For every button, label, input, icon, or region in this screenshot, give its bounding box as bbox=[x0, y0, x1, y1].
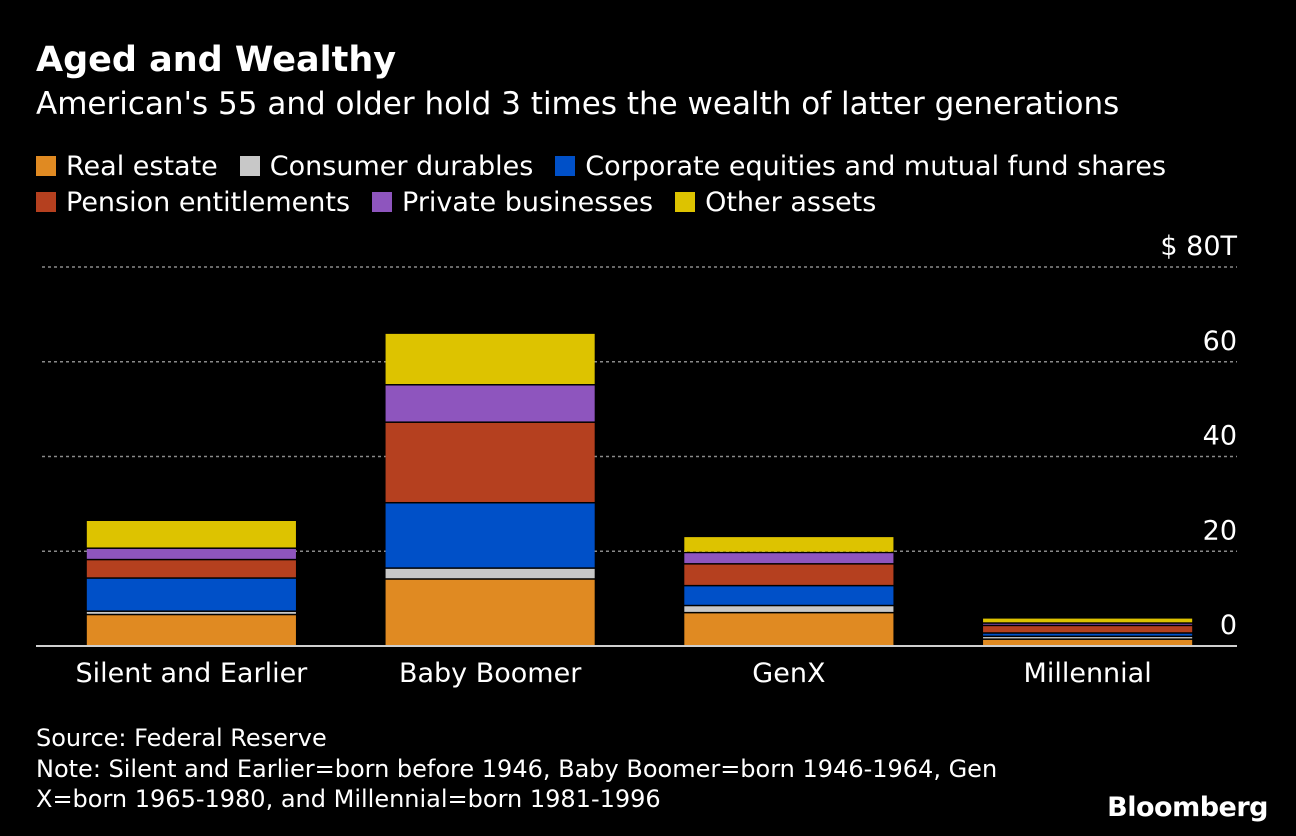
bar-silent-and-earlier-consumer-durables bbox=[86, 611, 296, 614]
legend-label-private-businesses: Private businesses bbox=[402, 186, 654, 218]
legend-label-real-estate: Real estate bbox=[66, 150, 218, 182]
y-tick-label-20: 20 bbox=[1203, 515, 1237, 546]
legend-item-pension-entitlements: Pension entitlements bbox=[36, 187, 350, 218]
bar-silent-and-earlier-pension-entitlements bbox=[86, 560, 296, 578]
legend-swatch-private-businesses bbox=[372, 192, 393, 212]
y-tick-label-40: 40 bbox=[1203, 421, 1237, 452]
legend-label-pension-entitlements: Pension entitlements bbox=[66, 186, 351, 218]
legend-item-real-estate: Real estate bbox=[36, 151, 218, 182]
bar-millennial-corporate-equities-and-mutual-fund-shares bbox=[983, 633, 1193, 636]
chart-subtitle: American's 55 and older hold 3 times the… bbox=[36, 86, 1120, 122]
legend-row-1: Real estate Consumer durables Corporate … bbox=[36, 148, 1256, 184]
legend-label-consumer-durables: Consumer durables bbox=[269, 150, 534, 182]
bar-baby-boomer-private-businesses bbox=[385, 385, 595, 422]
legend-item-consumer-durables: Consumer durables bbox=[239, 150, 534, 182]
bloomberg-logo: Bloomberg bbox=[1107, 792, 1268, 823]
x-tick-label-silent-and-earlier: Silent and Earlier bbox=[75, 658, 308, 689]
legend-swatch-real-estate bbox=[36, 156, 56, 176]
bar-baby-boomer-corporate-equities-and-mutual-fund-shares bbox=[385, 503, 595, 568]
y-tick-label-80: $ 80T bbox=[1160, 231, 1237, 262]
x-tick-label-genx: GenX bbox=[752, 658, 825, 689]
y-tick-label-0: 0 bbox=[1220, 610, 1237, 641]
bar-genx-real-estate bbox=[684, 613, 894, 646]
bar-genx-other-assets bbox=[684, 537, 894, 552]
x-tick-label-millennial: Millennial bbox=[1024, 658, 1152, 689]
bar-silent-and-earlier-corporate-equities-and-mutual-fund-shares bbox=[86, 578, 296, 611]
bar-millennial-consumer-durables bbox=[983, 637, 1193, 639]
legend-item-corporate-equities: Corporate equities and mutual fund share… bbox=[555, 151, 1166, 182]
bar-silent-and-earlier-other-assets bbox=[86, 521, 296, 548]
chart-title: Aged and Wealthy bbox=[36, 40, 397, 80]
legend-swatch-consumer-durables bbox=[239, 156, 260, 176]
legend-swatch-other-assets bbox=[675, 192, 696, 212]
legend-swatch-pension-entitlements bbox=[36, 192, 56, 212]
legend-item-private-businesses: Private businesses bbox=[372, 187, 653, 218]
legend-row-2: Pension entitlements Private businesses … bbox=[36, 184, 1256, 220]
bar-genx-corporate-equities-and-mutual-fund-shares bbox=[684, 586, 894, 605]
note-text: Note: Silent and Earlier=born before 194… bbox=[36, 755, 998, 813]
bar-baby-boomer-other-assets bbox=[385, 333, 595, 385]
bar-baby-boomer-consumer-durables bbox=[385, 568, 595, 579]
bar-baby-boomer-real-estate bbox=[385, 579, 595, 646]
bar-silent-and-earlier-real-estate bbox=[86, 615, 296, 646]
source-text: Source: Federal Reserve bbox=[36, 724, 327, 752]
legend-swatch-corporate-equities bbox=[555, 156, 576, 176]
bar-silent-and-earlier-private-businesses bbox=[86, 548, 296, 559]
y-tick-label-60: 60 bbox=[1203, 326, 1237, 357]
bar-baby-boomer-pension-entitlements bbox=[385, 422, 595, 502]
legend-label-corporate-equities: Corporate equities and mutual fund share… bbox=[585, 150, 1167, 182]
bar-genx-pension-entitlements bbox=[684, 564, 894, 585]
legend-label-other-assets: Other assets bbox=[705, 186, 877, 218]
bar-genx-consumer-durables bbox=[684, 606, 894, 612]
legend-item-other-assets: Other assets bbox=[675, 187, 876, 218]
bar-millennial-pension-entitlements bbox=[983, 626, 1193, 633]
bar-millennial-private-businesses bbox=[983, 623, 1193, 625]
legend: Real estate Consumer durables Corporate … bbox=[36, 148, 1256, 220]
x-tick-label-baby-boomer: Baby Boomer bbox=[399, 658, 582, 689]
bar-millennial-other-assets bbox=[983, 618, 1193, 623]
bar-genx-private-businesses bbox=[684, 553, 894, 564]
bar-millennial-real-estate bbox=[983, 639, 1193, 646]
